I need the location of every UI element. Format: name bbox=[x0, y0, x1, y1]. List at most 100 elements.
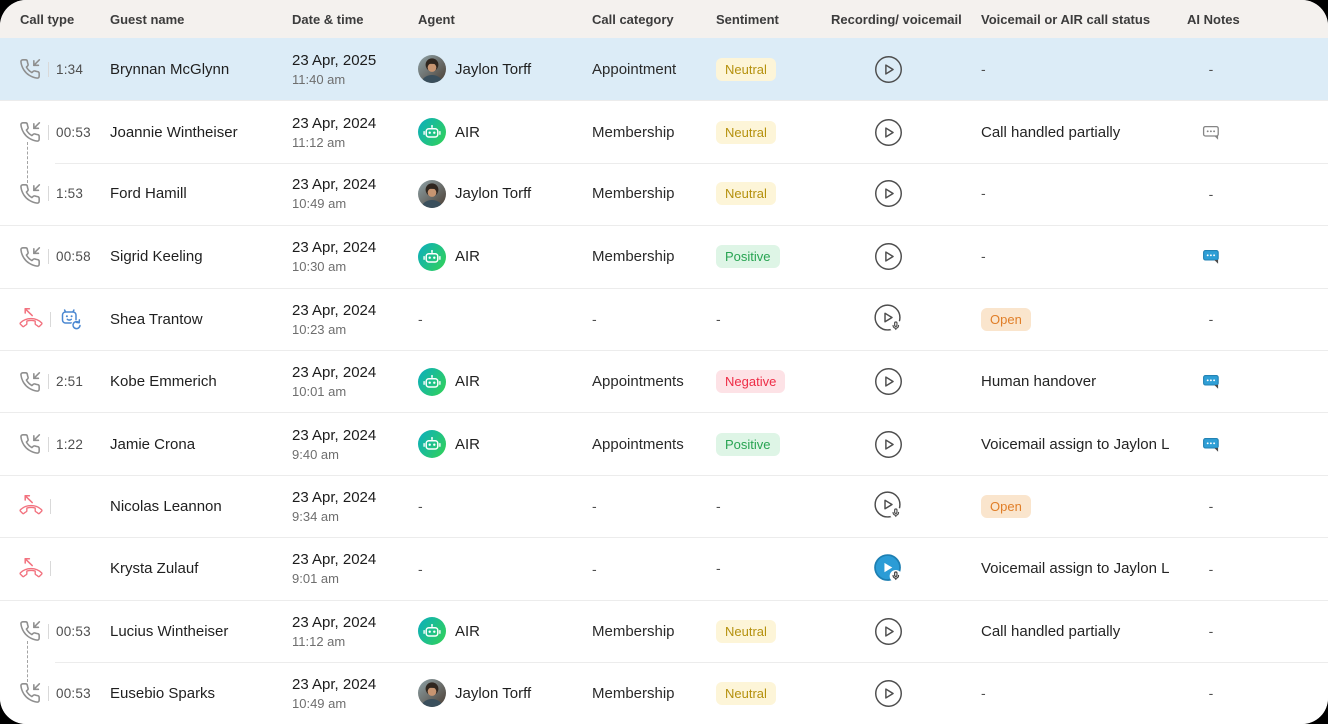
call-duration: 00:53 bbox=[56, 124, 91, 140]
call-date: 23 Apr, 2024 bbox=[292, 613, 377, 631]
guest-name: Brynnan McGlynn bbox=[110, 60, 230, 78]
table-row[interactable]: 1:34 Brynnan McGlynn 23 Apr, 2025 11:40 … bbox=[0, 38, 1328, 101]
call-category: - bbox=[592, 498, 597, 515]
table-row[interactable]: 1:22 Jamie Crona 23 Apr, 2024 9:40 am AI… bbox=[0, 412, 1328, 475]
ai-note-filled-icon[interactable] bbox=[1202, 435, 1221, 454]
call-type-cell: 2:51 bbox=[0, 371, 110, 393]
column-header-call-type: Call type bbox=[20, 11, 75, 27]
agent-name: AIR bbox=[455, 123, 481, 141]
play-recording-button[interactable] bbox=[874, 617, 903, 646]
ai-notes-cell: - bbox=[1187, 186, 1235, 202]
table-row[interactable]: Shea Trantow 23 Apr, 2024 10:23 am - - -… bbox=[0, 287, 1328, 350]
play-recording-button[interactable] bbox=[874, 118, 903, 147]
agent-name: - bbox=[418, 560, 423, 577]
guest-name: Eusebio Sparks bbox=[110, 684, 216, 702]
column-header-voicemail-air-status: Voicemail or AIR call status bbox=[981, 11, 1151, 27]
play-recording-button[interactable] bbox=[874, 679, 903, 708]
call-duration: 2:51 bbox=[56, 374, 84, 390]
date-time-cell: 23 Apr, 2024 9:40 am bbox=[292, 427, 418, 462]
call-type-cell: 1:53 bbox=[0, 183, 110, 205]
incoming-call-icon bbox=[19, 246, 41, 268]
incoming-call-icon bbox=[19, 121, 41, 143]
ai-notes-cell: - bbox=[1187, 561, 1235, 577]
agent-cell: AIR bbox=[418, 118, 592, 147]
incoming-call-icon bbox=[19, 183, 41, 205]
sentiment-badge: Positive bbox=[716, 432, 780, 456]
call-type-divider bbox=[48, 436, 49, 452]
call-status: Human handover bbox=[981, 373, 1187, 390]
sentiment-cell: Neutral bbox=[716, 57, 831, 81]
play-recording-button[interactable] bbox=[874, 242, 903, 271]
sentiment-badge: Neutral bbox=[716, 120, 776, 144]
ai-note-icon[interactable] bbox=[1202, 123, 1221, 142]
date-time-cell: 23 Apr, 2024 10:49 am bbox=[292, 176, 418, 211]
ai-notes-cell: - bbox=[1187, 685, 1235, 701]
call-time: 10:23 am bbox=[292, 321, 347, 337]
recording-cell bbox=[831, 304, 946, 334]
table-row[interactable]: Nicolas Leannon 23 Apr, 2024 9:34 am - -… bbox=[0, 474, 1328, 538]
sentiment-cell: - bbox=[716, 311, 831, 328]
agent-name: AIR bbox=[455, 248, 481, 266]
agent-name: Jaylon Torff bbox=[455, 185, 532, 203]
play-voicemail-button[interactable] bbox=[873, 491, 904, 521]
call-duration: 1:53 bbox=[56, 186, 84, 202]
column-header-date-time: Date & time bbox=[292, 11, 364, 27]
status-text: Call handled partially bbox=[981, 622, 1121, 640]
agent-cell: Jaylon Torff bbox=[418, 179, 592, 208]
table-row[interactable]: 00:58 Sigrid Keeling 23 Apr, 2024 10:30 … bbox=[0, 225, 1328, 288]
incoming-call-icon bbox=[19, 433, 41, 455]
table-row[interactable]: 00:53 Lucius Wintheiser 23 Apr, 2024 11:… bbox=[0, 599, 1328, 662]
call-category: Membership bbox=[592, 248, 675, 266]
status-text: Call handled partially bbox=[981, 123, 1121, 141]
play-recording-button[interactable] bbox=[874, 430, 903, 459]
agent-cell: AIR bbox=[418, 367, 592, 396]
sentiment-badge: - bbox=[716, 560, 721, 577]
recording-cell bbox=[831, 430, 946, 459]
call-category: Membership bbox=[592, 123, 675, 141]
sentiment-badge: Neutral bbox=[716, 57, 776, 81]
call-type-divider bbox=[50, 311, 51, 327]
table-row[interactable]: 2:51 Kobe Emmerich 23 Apr, 2024 10:01 am… bbox=[0, 349, 1328, 413]
status-text: Voicemail assign to Jaylon L bbox=[981, 435, 1170, 453]
agent-name: Jaylon Torff bbox=[455, 60, 532, 78]
date-time-cell: 23 Apr, 2024 11:12 am bbox=[292, 614, 418, 649]
voicemail-playing-button[interactable] bbox=[873, 554, 904, 584]
ai-note-filled-icon[interactable] bbox=[1202, 247, 1221, 266]
play-recording-button[interactable] bbox=[874, 55, 903, 84]
table-row[interactable]: 00:53 Eusebio Sparks 23 Apr, 2024 10:49 … bbox=[0, 640, 1328, 724]
call-type-divider bbox=[48, 374, 49, 390]
ai-note-filled-icon[interactable] bbox=[1202, 372, 1221, 391]
sentiment-cell: Neutral bbox=[716, 120, 831, 144]
table-row[interactable]: 00:53 Joannie Wintheiser 23 Apr, 2024 11… bbox=[0, 100, 1328, 163]
incoming-call-icon bbox=[19, 620, 41, 642]
column-header-call-category: Call category bbox=[592, 11, 674, 27]
table-row[interactable]: 1:53 Ford Hamill 23 Apr, 2024 10:49 am J… bbox=[0, 141, 1328, 226]
status-empty: - bbox=[981, 684, 986, 701]
ai-notes-empty: - bbox=[1208, 685, 1214, 702]
sentiment-cell: Neutral bbox=[716, 681, 831, 705]
guest-name: Krysta Zulauf bbox=[110, 560, 199, 578]
call-type-divider bbox=[48, 186, 49, 202]
agent-cell: Jaylon Torff bbox=[418, 679, 592, 708]
play-voicemail-button[interactable] bbox=[873, 304, 904, 334]
call-type-cell: 1:22 bbox=[0, 433, 110, 455]
air-robot-avatar bbox=[418, 430, 446, 459]
guest-name: Ford Hamill bbox=[110, 185, 187, 203]
table-row[interactable]: Krysta Zulauf 23 Apr, 2024 9:01 am - - -… bbox=[0, 537, 1328, 600]
call-status: Call handled partially bbox=[981, 124, 1187, 141]
date-time-cell: 23 Apr, 2025 11:40 am bbox=[292, 52, 418, 87]
call-category: - bbox=[592, 311, 597, 328]
play-recording-button[interactable] bbox=[874, 179, 903, 208]
column-header-agent: Agent bbox=[418, 11, 455, 27]
play-recording-button[interactable] bbox=[874, 367, 903, 396]
ai-callback-robot-icon bbox=[58, 308, 82, 331]
agent-photo-avatar bbox=[418, 55, 446, 84]
table-body: 1:34 Brynnan McGlynn 23 Apr, 2025 11:40 … bbox=[0, 38, 1328, 724]
column-header-sentiment: Sentiment bbox=[716, 11, 779, 27]
call-date: 23 Apr, 2024 bbox=[292, 239, 377, 257]
ai-notes-cell bbox=[1187, 123, 1235, 142]
call-category: Membership bbox=[592, 684, 675, 702]
call-type-divider bbox=[48, 249, 49, 265]
status-open-badge: Open bbox=[981, 494, 1031, 518]
